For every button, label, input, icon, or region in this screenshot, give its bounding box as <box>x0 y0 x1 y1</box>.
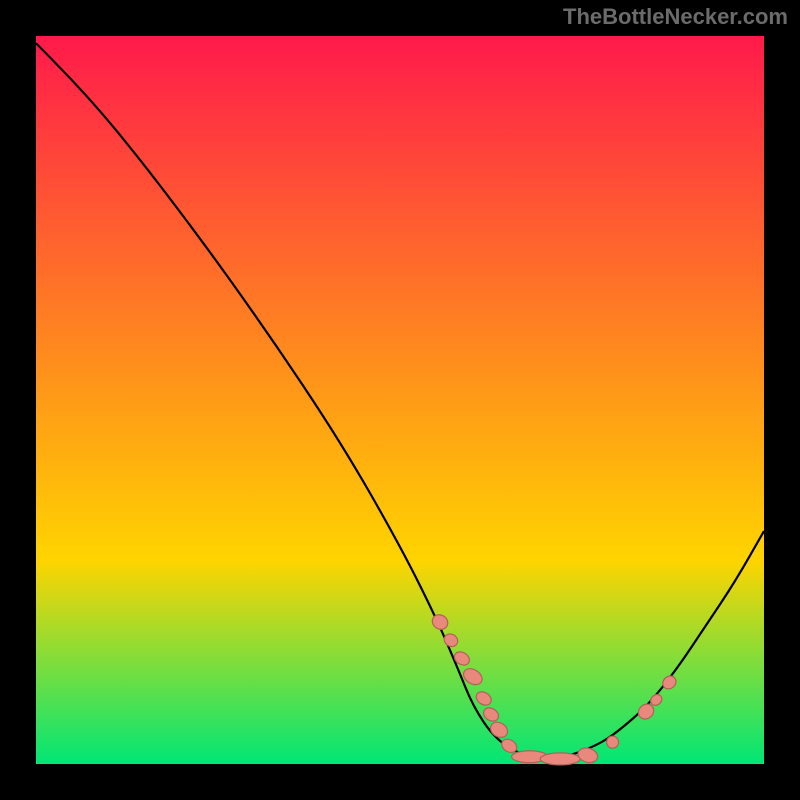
curve-marker <box>540 753 580 765</box>
watermark-text: TheBottleNecker.com <box>563 4 788 30</box>
curve-marker <box>607 736 619 748</box>
chart-svg <box>0 0 800 800</box>
plot-gradient-background <box>36 36 764 764</box>
